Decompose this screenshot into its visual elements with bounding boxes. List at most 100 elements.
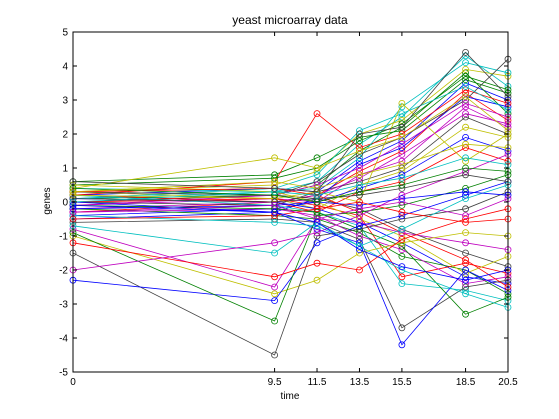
data-point [398,273,406,281]
series-47 [69,195,512,223]
data-point [398,140,406,148]
data-point [398,161,406,169]
data-point [398,252,406,260]
series-6 [69,66,512,196]
data-point [271,351,278,359]
data-point [271,201,278,209]
y-tick-label: 2 [62,130,68,141]
y-axis-label: genes [42,187,53,214]
data-point [271,184,278,192]
data-point [271,218,278,226]
data-point [462,310,469,318]
data-point [313,110,321,117]
series-line [72,79,509,182]
data-point [356,246,363,254]
series-line [72,58,509,203]
data-point [398,150,406,158]
x-axis: 0 9.5 11.5 13.5 15.5 18.5 20.5 [70,32,518,388]
series-37 [69,171,512,325]
series-50 [69,201,512,284]
data-point [313,154,321,162]
y-tick-label: 0 [62,198,68,209]
series-line [72,55,509,193]
data-point [398,235,406,243]
x-tick-label: 20.5 [498,377,518,388]
data-point [462,239,469,247]
data-point [271,249,278,257]
data-point [313,198,321,206]
data-point [398,133,406,141]
data-point [356,222,363,230]
data-point [398,100,406,107]
y-tick-label: -1 [59,232,68,243]
data-point [356,137,363,145]
data-point [271,283,278,291]
data-point [462,49,469,56]
data-point [462,140,469,148]
x-tick-label: 9.5 [268,377,282,388]
series-line [72,205,509,281]
data-point [271,273,278,281]
series-line [72,143,509,193]
y-axis: -5 -4 -3 -2 -1 0 1 2 3 4 5 [59,28,508,379]
y-tick-label: 3 [62,96,68,107]
x-tick-label: 0 [70,377,76,388]
data-point [356,130,363,138]
y-tick-label: -3 [59,300,68,311]
data-point [462,123,469,131]
data-point [462,133,469,141]
data-point [462,195,469,203]
data-point [313,229,321,237]
plot-area [69,49,512,359]
data-point [462,205,469,213]
series-line [72,167,509,203]
data-point [462,66,469,73]
data-point [462,83,469,90]
data-point [462,164,469,172]
data-point [462,266,469,274]
series-line [72,218,509,288]
data-point [313,164,321,172]
data-point [356,212,363,220]
data-point [271,178,278,186]
data-point [462,110,469,117]
data-point [356,181,363,189]
series-line [72,51,509,193]
data-point [462,154,469,162]
data-point [398,263,406,271]
series-line [72,75,509,186]
data-point [462,229,469,237]
data-point [271,290,278,298]
data-point [462,212,469,220]
y-tick-label: -5 [59,368,68,379]
data-point [398,123,406,131]
data-point [313,276,321,284]
data-point [313,259,321,267]
data-point [462,218,469,226]
series-28 [69,215,512,332]
data-point [462,171,469,179]
series-line [72,198,509,220]
series-line [72,201,509,223]
chart-title: yeast microarray data [232,13,348,27]
y-tick-label: -4 [59,334,68,345]
series-line [72,184,509,254]
y-tick-label: 4 [62,62,68,73]
data-point [313,188,321,196]
data-point [462,100,469,107]
data-point [398,341,406,349]
data-point [462,290,469,298]
data-point [398,181,406,189]
data-point [356,147,363,155]
data-point [462,59,469,66]
series-line [72,116,509,206]
data-point [356,198,363,206]
data-point [462,256,469,264]
series-line [72,157,509,203]
data-point [313,218,321,226]
series-49 [69,49,512,196]
series-35 [69,188,512,359]
data-point [398,225,406,233]
data-point [462,93,469,100]
